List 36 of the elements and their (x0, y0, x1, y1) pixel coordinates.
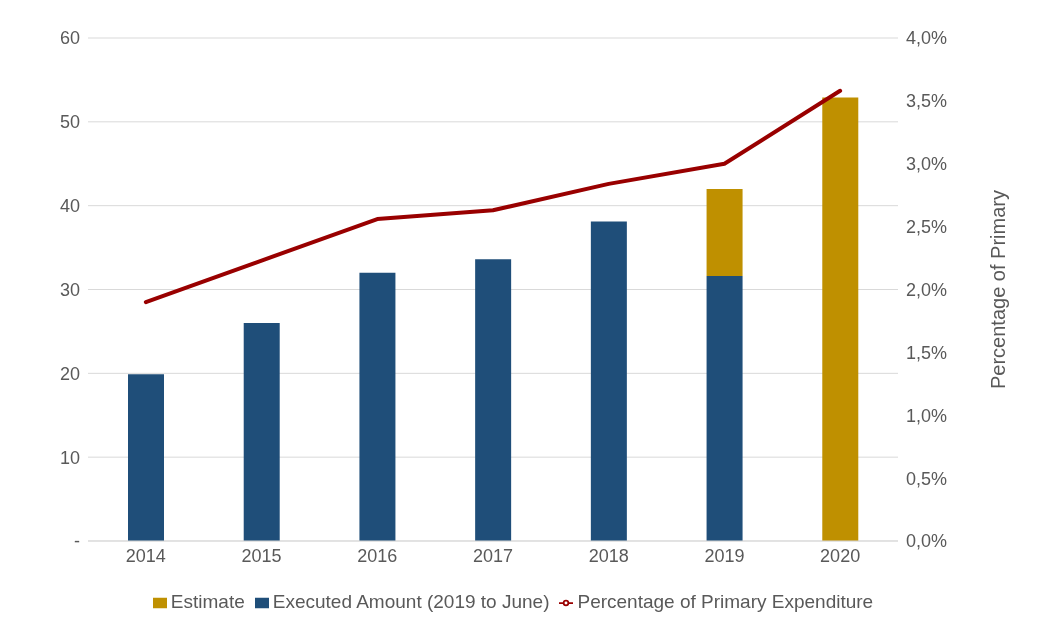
y2-tick-label: 2,5% (906, 217, 948, 238)
x-tick-label: 2016 (357, 545, 398, 566)
legend-label: Percentage of Primary Expenditure (577, 591, 874, 612)
x-tick-label: 2014 (125, 545, 166, 566)
bar (706, 188, 743, 277)
x-tick-label: 2020 (820, 545, 861, 566)
y-tick-label: 10 (59, 447, 80, 468)
bar (359, 272, 396, 541)
legend-label: Executed Amount (2019 to June) (272, 591, 550, 612)
y-tick-label: 30 (59, 279, 80, 300)
y2-tick-label: 2,0% (906, 279, 948, 300)
bar (822, 97, 859, 541)
y-tick-label: 20 (59, 363, 80, 384)
y2-tick-label: 1,5% (906, 342, 948, 363)
x-tick-label: 2019 (704, 545, 745, 566)
y2-tick-label: 3,5% (906, 91, 948, 112)
x-tick-label: 2018 (588, 545, 629, 566)
y2-tick-label: 0,5% (906, 468, 948, 489)
y2-axis-title: Percentage of Primary (987, 190, 1010, 389)
y-tick-label: 60 (59, 28, 80, 49)
y2-tick-label: 0,0% (906, 531, 948, 552)
bar (128, 374, 164, 541)
y2-tick-label: 3,0% (906, 154, 948, 175)
x-tick-label: 2017 (472, 545, 514, 566)
x-tick-label: 2015 (241, 545, 282, 566)
y2-tick-label: 1,0% (906, 405, 948, 426)
y-tick-label: 40 (59, 196, 80, 217)
y-tick-label: 50 (59, 112, 80, 133)
bar (243, 323, 280, 541)
line-series (143, 88, 843, 305)
bar (475, 259, 512, 541)
y2-tick-label: 4,0% (906, 28, 948, 49)
bar (590, 221, 627, 541)
legend-label: Estimate (170, 591, 245, 612)
bar (706, 276, 743, 541)
y-tick-label: - (74, 531, 80, 552)
